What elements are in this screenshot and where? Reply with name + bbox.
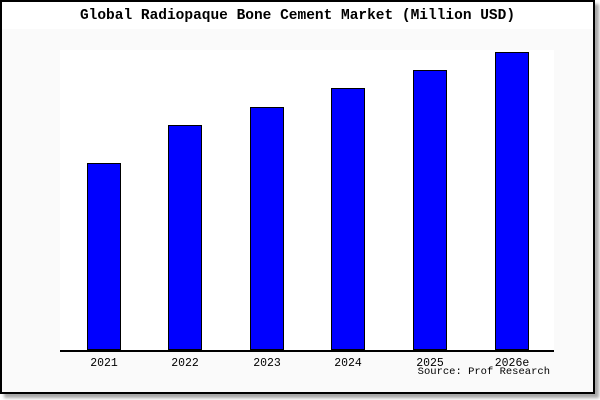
x-tick-label-2025: 2025 bbox=[416, 357, 444, 370]
chart-frame: Global Radiopaque Bone Cement Market (Mi… bbox=[0, 0, 595, 394]
bar-2022 bbox=[168, 125, 202, 350]
bar-2021 bbox=[87, 163, 121, 350]
bar-2024 bbox=[331, 88, 365, 350]
x-tick-label-2022: 2022 bbox=[171, 357, 199, 370]
x-tick-label-2021: 2021 bbox=[90, 357, 118, 370]
bar-2025 bbox=[413, 70, 447, 350]
bar-2023 bbox=[250, 107, 284, 350]
x-tick-label-2024: 2024 bbox=[334, 357, 362, 370]
plot-area bbox=[60, 50, 554, 350]
bar-2026e bbox=[495, 52, 529, 350]
source-note: Source: Prof Research bbox=[417, 366, 550, 378]
chart-title: Global Radiopaque Bone Cement Market (Mi… bbox=[79, 7, 516, 24]
chart-title-band: Global Radiopaque Bone Cement Market (Mi… bbox=[2, 2, 593, 29]
x-tick-label-2026e: 2026e bbox=[494, 357, 530, 370]
x-axis-line bbox=[60, 350, 554, 352]
x-tick-label-2023: 2023 bbox=[253, 357, 281, 370]
